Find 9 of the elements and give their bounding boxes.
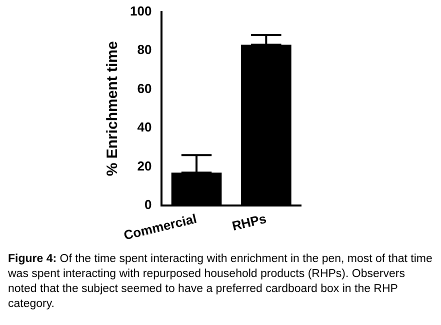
y-tick-label: 40 [137, 120, 152, 135]
y-tick-label: 60 [137, 80, 152, 96]
y-tick-label: 0 [144, 197, 152, 212]
y-tick-label: 100 [130, 3, 152, 18]
y-tick-label: 20 [137, 158, 152, 174]
y-axis-title: % Enrichment time [104, 41, 122, 176]
y-tick-label: 80 [137, 42, 152, 58]
caption: Figure 4: Of the time spent interacting with enrichment in the pen, most of that time was spent interacting with repurposed household products (RHPs). Observers noted that the subject seemed to have a preferred cardboard box in the RHP category. [8, 253, 432, 310]
x-tick-label: RHPs [230, 210, 268, 234]
